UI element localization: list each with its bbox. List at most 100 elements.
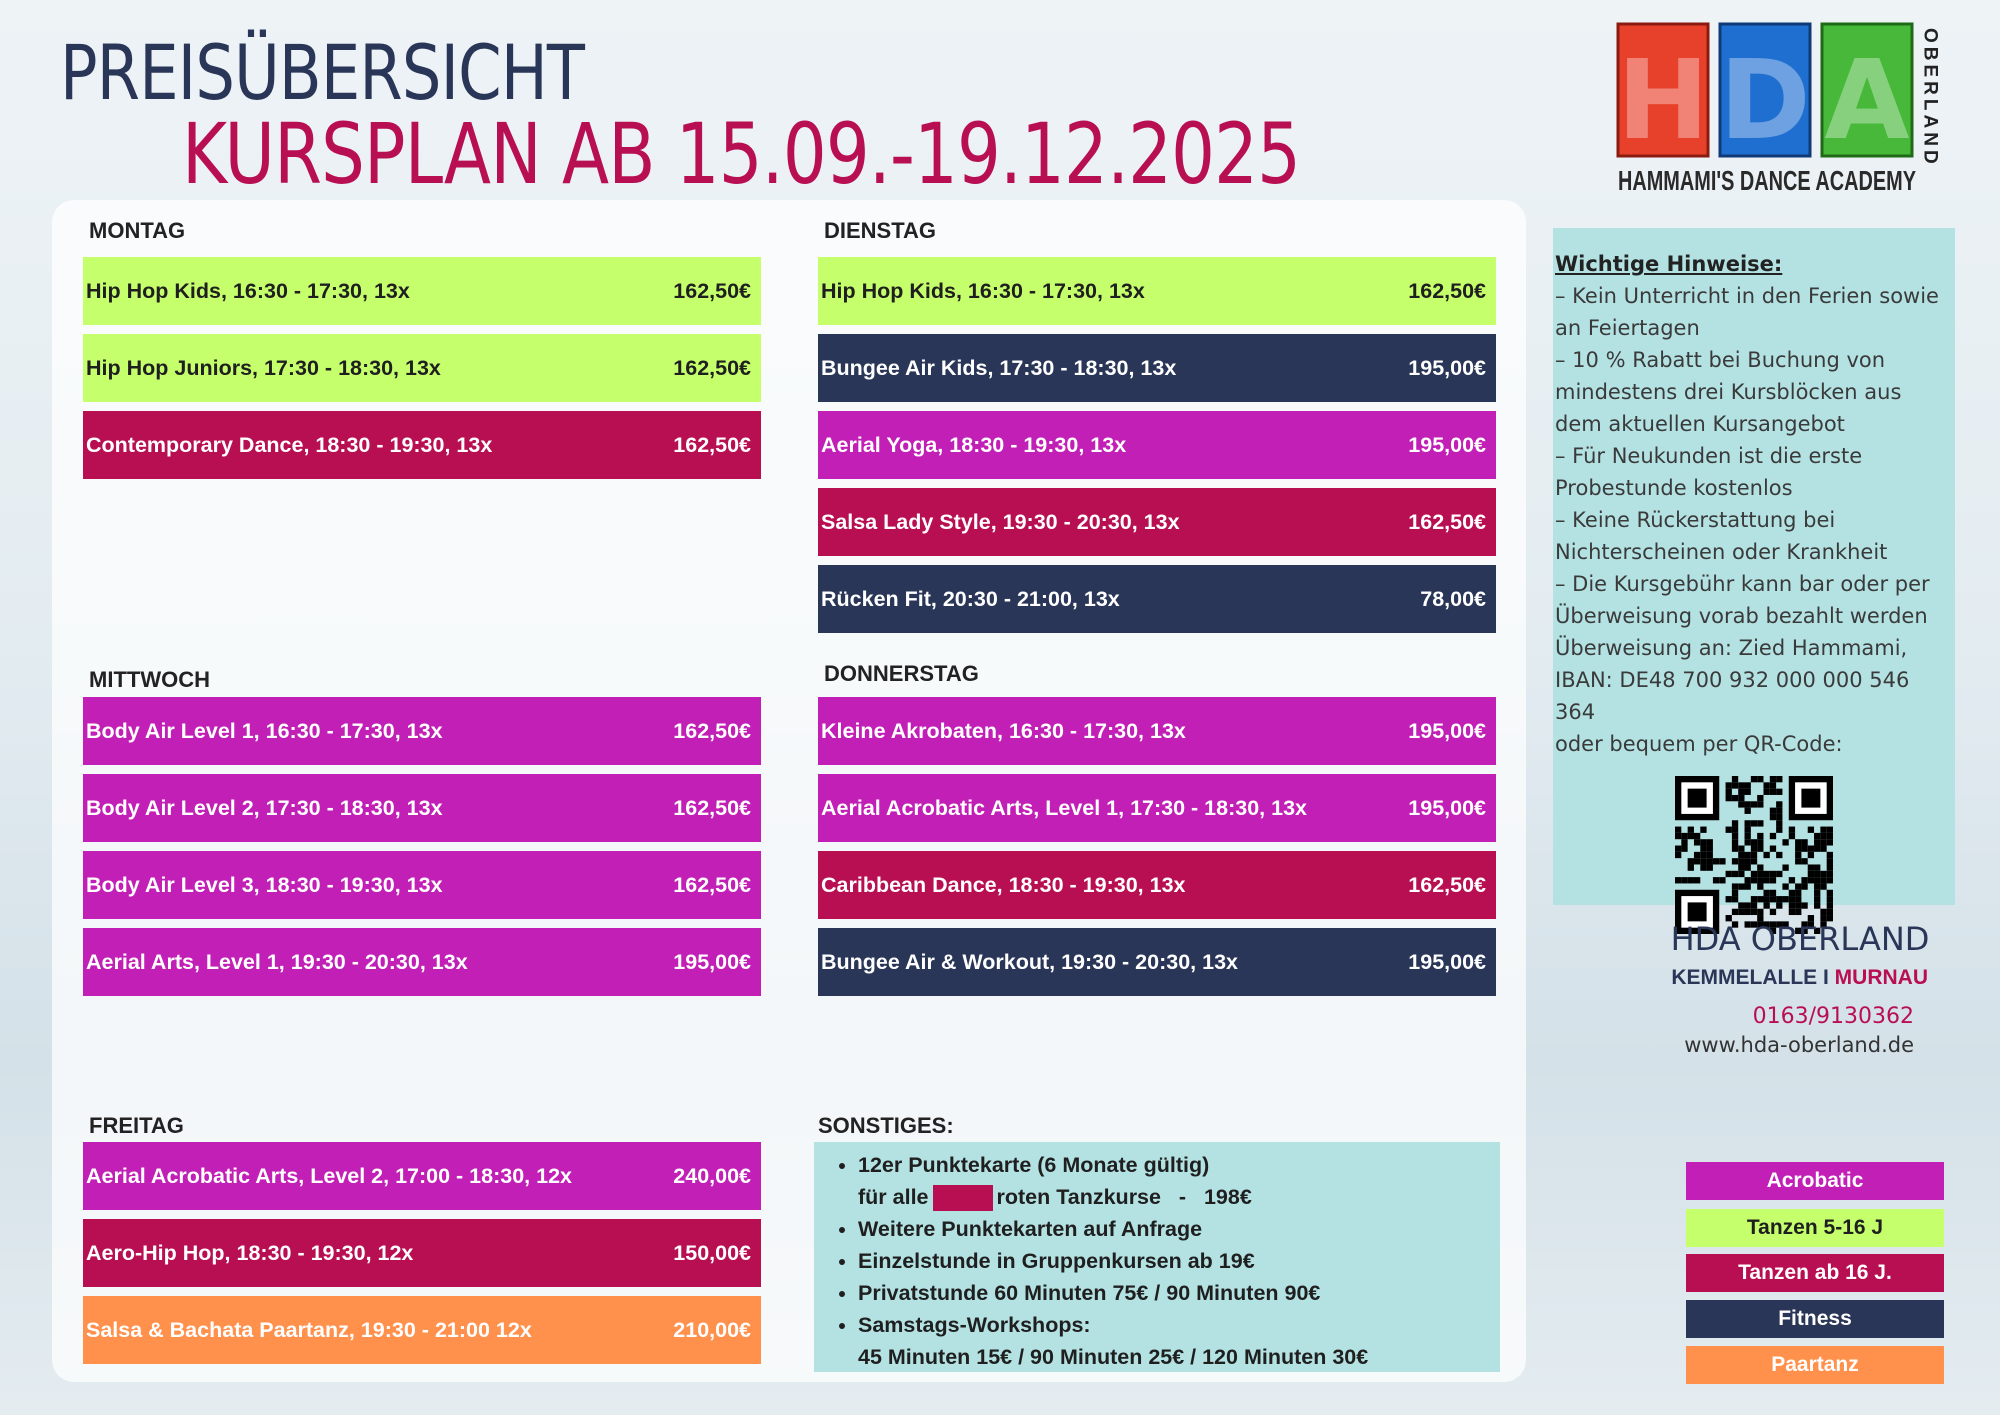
qr-module: [1776, 826, 1783, 833]
qr-module: [1826, 877, 1833, 884]
qr-module: [1687, 877, 1694, 884]
item: 12er Punktekarte (6 Monate gültig) für a…: [858, 1149, 1500, 1213]
qr-module: [1750, 801, 1758, 808]
qr-module: [1801, 877, 1808, 884]
course-label: Hip Hop Kids, 16:30 - 17:30, 13x: [821, 278, 1145, 303]
qr-module: [1807, 826, 1815, 833]
qr-module: [1795, 902, 1802, 909]
qr-module: [1731, 782, 1739, 789]
qr-module: [1826, 902, 1833, 909]
qr-module: [1681, 877, 1688, 884]
day-title: MITTWOCH: [89, 667, 210, 692]
logo-name: HAMMAMI'S DANCE ACADEMY: [1618, 165, 1916, 196]
course-price: 78,00€: [1420, 586, 1486, 611]
course-row: Contemporary Dance, 18:30 - 19:30, 13x 16…: [83, 411, 761, 479]
course-row: Bungee Air & Workout, 19:30 - 20:30, 13x…: [818, 928, 1496, 996]
contact-street: KEMMELALLE I: [1671, 966, 1829, 989]
qr-module: [1750, 877, 1758, 884]
qr-module: [1731, 858, 1739, 865]
day-title: FREITAG: [89, 1113, 184, 1138]
qr-module: [1687, 902, 1707, 922]
qr-module: [1738, 851, 1745, 859]
course-label: Hip Hop Kids, 16:30 - 17:30, 13x: [86, 278, 410, 303]
qr-module: [1769, 813, 1777, 821]
qr-module: [1795, 858, 1802, 865]
qr-module: [1776, 820, 1783, 827]
qr-module: [1757, 845, 1764, 852]
qr-module: [1763, 870, 1770, 878]
qr-module: [1826, 896, 1833, 903]
course-price: 162,50€: [1408, 872, 1486, 897]
course-label: Bungee Air Kids, 17:30 - 18:30, 13x: [821, 355, 1177, 380]
qr-module: [1738, 788, 1745, 795]
qr-module: [1776, 870, 1783, 878]
qr-module: [1700, 864, 1707, 871]
qr-module: [1731, 832, 1739, 840]
qr-module: [1693, 851, 1701, 859]
qr-module: [1712, 877, 1720, 884]
qr-module: [1744, 782, 1751, 789]
qr-module: [1826, 832, 1833, 840]
course-price: 195,00€: [1408, 795, 1486, 820]
qr-module: [1782, 883, 1789, 890]
logo-letter: A: [1824, 36, 1909, 164]
qr-module: [1687, 826, 1694, 833]
course-price: 162,50€: [673, 432, 751, 457]
qr-module: [1826, 826, 1833, 833]
course-row: Salsa Lady Style, 19:30 - 20:30, 13x 162,…: [818, 488, 1496, 556]
course-price: 195,00€: [1408, 949, 1486, 974]
qr-module: [1757, 864, 1764, 871]
qr-module: [1693, 858, 1701, 865]
day-title: MONTAG: [89, 218, 186, 243]
course-label: Bungee Air & Workout, 19:30 - 20:30, 13x: [821, 949, 1238, 974]
qr-module: [1826, 839, 1833, 846]
notes-title: Wichtige Hinweise:: [1555, 252, 1783, 276]
qr-module: [1750, 902, 1758, 909]
qr-module: [1757, 908, 1764, 916]
note-line: oder bequem per QR-Code:: [1555, 732, 1843, 756]
qr-module: [1820, 921, 1827, 928]
logo-block: [1718, 22, 1812, 158]
qr-module: [1801, 902, 1808, 909]
item-text: roten Tanzkurse - 198€: [996, 1185, 1252, 1209]
qr-module: [1788, 896, 1796, 903]
qr-module: [1738, 845, 1745, 852]
item: Weitere Punktekarten auf Anfrage: [858, 1213, 1500, 1245]
item: Samstags-Workshops: 45 Minuten 15€ / 90 …: [858, 1309, 1500, 1373]
course-label: Contemporary Dance, 18:30 - 19:30, 13x: [86, 432, 493, 457]
qr-module: [1731, 896, 1739, 903]
course-price: 162,50€: [673, 872, 751, 897]
qr-module: [1763, 921, 1770, 928]
qr-module: [1675, 851, 1682, 859]
logo-letter: D: [1719, 36, 1810, 164]
qr-module: [1782, 921, 1789, 928]
qr-module: [1744, 851, 1751, 859]
qr-module: [1795, 908, 1802, 916]
qr-module: [1820, 883, 1827, 890]
qr-module: [1738, 858, 1745, 865]
qr-module: [1738, 902, 1745, 909]
qr-module: [1807, 845, 1815, 852]
qr-module: [1769, 877, 1777, 884]
qr-module: [1795, 851, 1802, 859]
qr-module: [1725, 915, 1732, 922]
qr-module: [1763, 782, 1770, 789]
qr-module: [1675, 845, 1682, 852]
legend-item: Tanzen ab 16 J.: [1686, 1254, 1944, 1292]
qr-module: [1820, 826, 1827, 833]
item-text: für alle: [858, 1185, 929, 1209]
qr-module: [1719, 877, 1726, 884]
qr-module: [1738, 801, 1745, 808]
course-label: Body Air Level 1, 16:30 - 17:30, 13x: [86, 718, 443, 743]
item-text: 12er Punktekarte (6 Monate gültig): [858, 1153, 1210, 1177]
course-price: 162,50€: [673, 718, 751, 743]
course-price: 162,50€: [673, 278, 751, 303]
qr-module: [1700, 858, 1707, 865]
item-text: Einzelstunde in Gruppenkursen ab 19€: [858, 1249, 1255, 1273]
contact-phone: 0163/9130362: [1752, 1004, 1914, 1029]
item-text: Samstags-Workshops:: [858, 1313, 1091, 1337]
qr-module: [1801, 883, 1808, 890]
qr-module: [1687, 864, 1694, 871]
qr-module: [1738, 883, 1745, 890]
qr-module: [1776, 807, 1783, 814]
